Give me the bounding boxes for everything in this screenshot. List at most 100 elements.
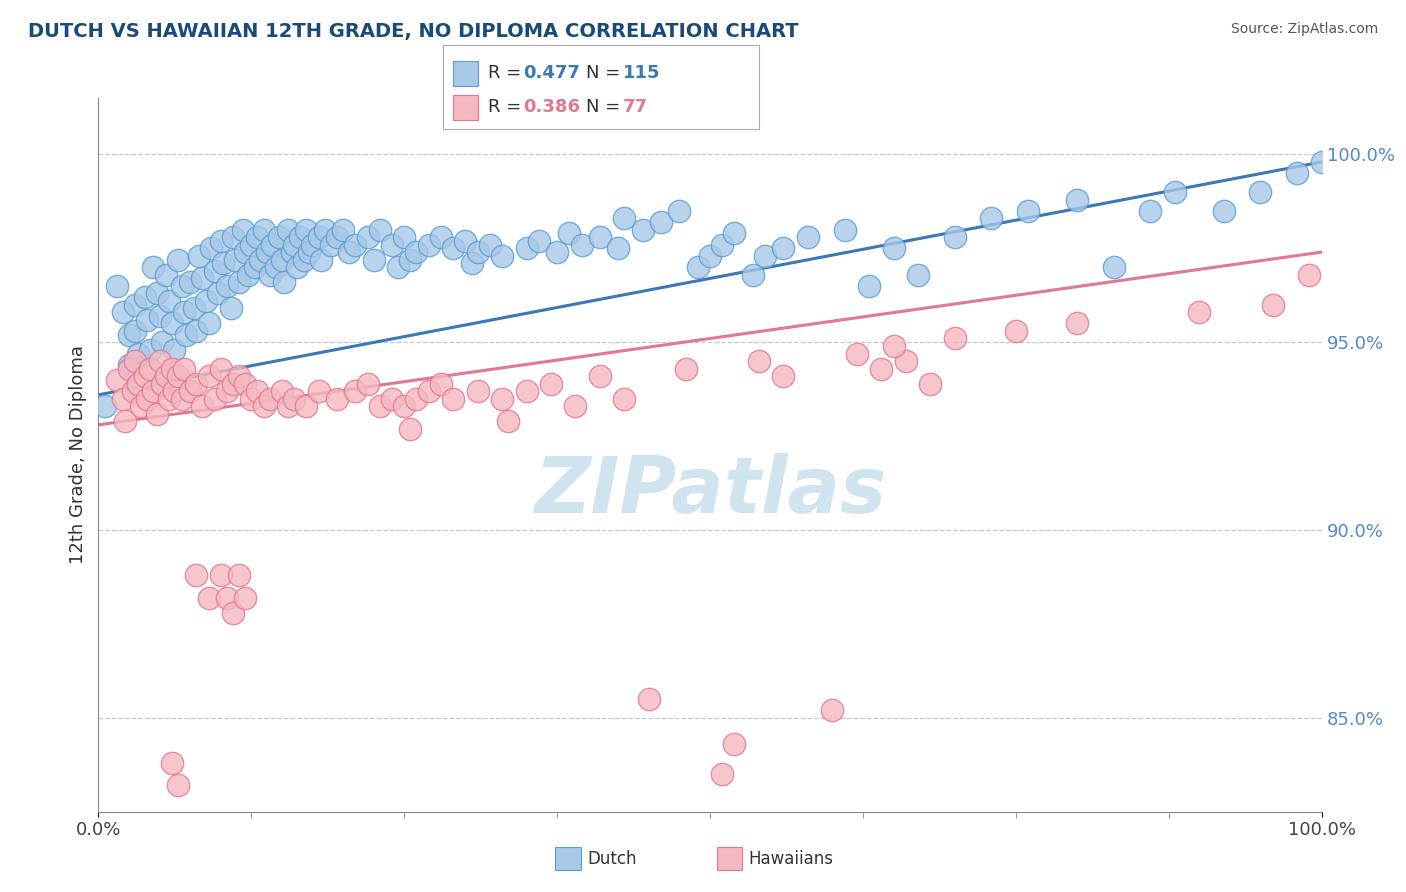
Point (491, 392, 513, 406)
Point (186, 568, 208, 582)
Point (301, 237, 323, 252)
Point (236, 268, 259, 282)
Point (93, 399, 115, 413)
Point (233, 376, 256, 391)
Text: R =: R = (488, 98, 527, 116)
Point (224, 252, 246, 267)
Point (711, 237, 734, 252)
Point (283, 392, 305, 406)
Point (204, 264, 226, 278)
Point (368, 399, 391, 413)
Point (546, 245, 568, 260)
Point (405, 392, 427, 406)
Point (173, 361, 195, 376)
Point (430, 376, 453, 391)
Point (295, 399, 318, 413)
Text: 115: 115 (623, 64, 661, 82)
Point (155, 268, 177, 282)
Point (1017, 203, 1039, 218)
Point (124, 324, 146, 338)
Point (149, 354, 172, 368)
Point (399, 252, 422, 267)
Point (564, 399, 586, 413)
Point (228, 568, 250, 582)
Text: Source: ZipAtlas.com: Source: ZipAtlas.com (1230, 22, 1378, 37)
Point (240, 237, 263, 252)
Point (319, 237, 342, 252)
Point (183, 301, 205, 316)
Point (277, 222, 299, 236)
Point (118, 327, 141, 342)
Point (631, 222, 654, 236)
Point (215, 591, 238, 605)
Point (167, 369, 190, 384)
Point (136, 392, 159, 406)
Point (179, 275, 201, 289)
Point (1298, 268, 1320, 282)
Point (675, 361, 697, 376)
Point (326, 392, 349, 406)
Point (124, 354, 146, 368)
Point (460, 256, 482, 270)
Point (558, 227, 581, 241)
Point (298, 245, 321, 260)
Point (212, 256, 235, 270)
Point (243, 260, 266, 274)
Point (273, 275, 295, 289)
Point (1286, 166, 1309, 180)
Point (454, 234, 477, 248)
Point (139, 361, 162, 376)
Point (418, 237, 440, 252)
Point (142, 384, 165, 398)
Point (197, 369, 219, 384)
Point (262, 237, 284, 252)
Point (1249, 185, 1271, 199)
Point (1261, 298, 1284, 312)
Point (515, 241, 537, 255)
Point (252, 222, 274, 236)
Point (290, 230, 312, 244)
Point (200, 241, 222, 255)
Point (215, 279, 238, 293)
Point (118, 358, 141, 372)
Point (209, 568, 232, 582)
Point (127, 346, 149, 360)
Point (136, 312, 159, 326)
Point (160, 317, 183, 331)
Point (1004, 324, 1026, 338)
Point (142, 260, 165, 274)
Point (259, 392, 281, 406)
Point (197, 317, 219, 331)
Point (344, 237, 367, 252)
Point (155, 369, 177, 384)
Point (204, 392, 226, 406)
Point (650, 215, 672, 229)
Point (1164, 185, 1187, 199)
Point (1139, 203, 1161, 218)
Point (163, 384, 186, 398)
Point (240, 392, 263, 406)
Point (134, 369, 156, 384)
Point (146, 286, 169, 301)
Point (589, 230, 612, 244)
Point (894, 354, 917, 368)
Point (686, 260, 709, 274)
Point (186, 324, 208, 338)
Point (399, 422, 422, 436)
Point (589, 369, 612, 384)
Point (124, 298, 146, 312)
Point (118, 361, 141, 376)
Point (228, 369, 250, 384)
Text: Dutch: Dutch (588, 850, 637, 868)
Point (356, 376, 378, 391)
Point (111, 392, 134, 406)
Point (387, 260, 409, 274)
Point (467, 245, 489, 260)
Text: 77: 77 (623, 98, 648, 116)
Point (613, 392, 636, 406)
Point (907, 268, 929, 282)
Point (157, 293, 180, 308)
Point (314, 222, 336, 236)
Point (607, 241, 630, 255)
Point (308, 230, 330, 244)
